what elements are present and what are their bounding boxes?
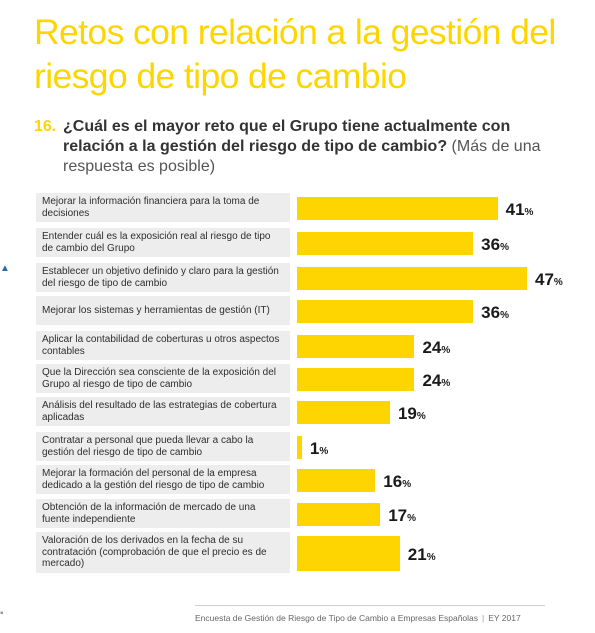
data-label: 21%: [408, 545, 436, 568]
category-label: Contratar a personal que pueda llevar a …: [36, 432, 290, 461]
bar: [297, 469, 376, 492]
data-label-suffix: %: [553, 276, 563, 288]
category-label: Mejorar la información financiera para l…: [36, 193, 290, 222]
data-label-suffix: %: [416, 410, 426, 422]
page-title: Retos con relación a la gestión del ries…: [34, 12, 556, 96]
footer: Encuesta de Gestión de Riesgo de Tipo de…: [195, 613, 555, 623]
data-label-value: 16: [383, 471, 403, 491]
data-label-value: 17: [388, 505, 408, 525]
data-label-suffix: %: [319, 445, 329, 457]
data-label-value: 24: [422, 337, 442, 357]
bar: [297, 503, 381, 526]
footer-divider: [195, 605, 545, 606]
data-label: 36%: [481, 303, 509, 326]
data-label-value: 24: [422, 370, 442, 390]
category-label: Que la Dirección sea consciente de la ex…: [36, 364, 290, 393]
bar: [297, 401, 390, 424]
category-label: Aplicar la contabilidad de coberturas u …: [36, 331, 290, 360]
category-label: Obtención de la información de mercado d…: [36, 499, 290, 528]
category-label: Valoración de los derivados en la fecha …: [36, 532, 290, 573]
bar: [297, 436, 302, 459]
bar: [297, 536, 400, 571]
footer-text: Encuesta de Gestión de Riesgo de Tipo de…: [195, 613, 479, 623]
data-label: 24%: [422, 338, 450, 361]
data-label: 47%: [535, 270, 563, 293]
data-label: 16%: [383, 472, 411, 495]
bar: [297, 335, 415, 358]
footer-separator: |: [482, 613, 485, 623]
data-label-value: 21: [407, 544, 427, 564]
data-label-suffix: %: [500, 241, 509, 253]
data-label: 19%: [398, 404, 426, 427]
bar: [297, 368, 415, 391]
data-label: 1%: [310, 439, 328, 462]
data-label: 24%: [422, 371, 450, 394]
category-label: Análisis del resultado de las estrategia…: [36, 397, 290, 426]
data-label-value: 36: [481, 234, 501, 254]
question-note: (Más de una respuesta es posible): [63, 138, 541, 175]
data-label-value: 1: [309, 438, 320, 458]
data-label-value: 47: [535, 269, 554, 289]
category-label: Mejorar la formación del personal de la …: [36, 465, 290, 494]
data-label-suffix: %: [407, 512, 417, 524]
category-label: Entender cuál es la exposición real al r…: [36, 228, 290, 257]
bar: [297, 300, 474, 323]
data-label-suffix: %: [500, 309, 509, 321]
data-label: 17%: [388, 506, 416, 529]
data-label: 41%: [506, 200, 534, 223]
data-label-suffix: %: [426, 551, 436, 563]
question-number: 16.: [34, 118, 57, 135]
data-label-value: 19: [397, 403, 417, 423]
bar: [297, 232, 474, 255]
footer-year: EY 2017: [488, 613, 521, 623]
data-label-value: 41: [505, 199, 525, 219]
bar: [297, 197, 498, 220]
category-label: Establecer un objetivo definido y claro …: [36, 263, 290, 292]
data-label-suffix: %: [441, 344, 451, 356]
page-edge-mark: ▲: [0, 263, 10, 274]
data-label-suffix: %: [402, 478, 412, 490]
bar: [297, 267, 527, 290]
data-label: 36%: [481, 235, 509, 258]
question: 16. ¿Cuál es el mayor reto que el Grupo …: [34, 117, 574, 177]
data-label-suffix: %: [524, 206, 534, 218]
data-label-suffix: %: [441, 377, 451, 389]
category-label: Mejorar los sistemas y herramientas de g…: [36, 296, 290, 325]
page-edge-mark-bottom: ▪: [0, 608, 4, 619]
question-text: ¿Cuál es el mayor reto que el Grupo tien…: [63, 118, 511, 155]
data-label-value: 36: [481, 302, 501, 322]
